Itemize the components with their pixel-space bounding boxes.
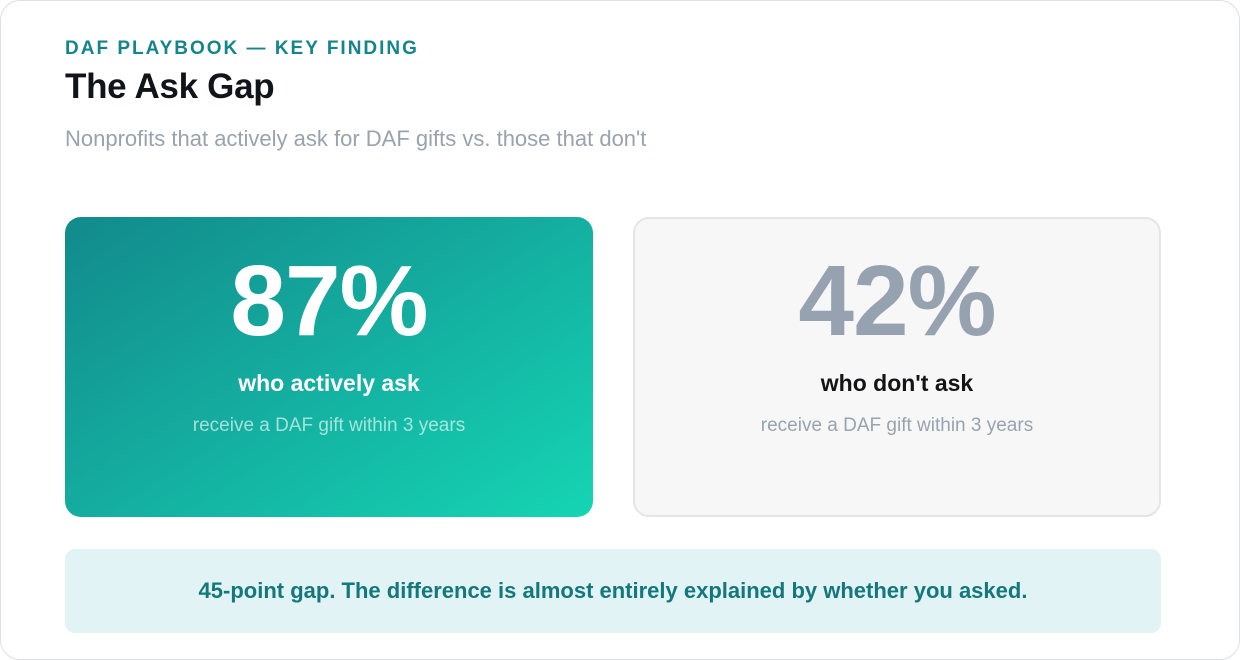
page-subtitle: Nonprofits that actively ask for DAF gif… xyxy=(65,126,647,151)
stat-value-ask: 87% xyxy=(230,245,428,357)
stat-label-ask: who actively ask xyxy=(238,370,420,396)
page-title: The Ask Gap xyxy=(65,67,275,106)
stat-card-ask: 87% who actively ask receive a DAF gift … xyxy=(65,217,593,517)
stat-caption-ask: receive a DAF gift within 3 years xyxy=(192,415,466,436)
gap-banner: 45-point gap. The difference is almost e… xyxy=(65,549,1161,633)
stat-label-no-ask: who don't ask xyxy=(820,370,974,396)
stat-card-no-ask: 42% who don't ask receive a DAF gift wit… xyxy=(633,217,1161,517)
gap-banner-text: 45-point gap. The difference is almost e… xyxy=(198,578,1028,603)
stat-value-no-ask: 42% xyxy=(798,245,996,357)
stat-caption-no-ask: receive a DAF gift within 3 years xyxy=(760,415,1034,436)
eyebrow-label: DAF PLAYBOOK — KEY FINDING xyxy=(65,38,419,59)
